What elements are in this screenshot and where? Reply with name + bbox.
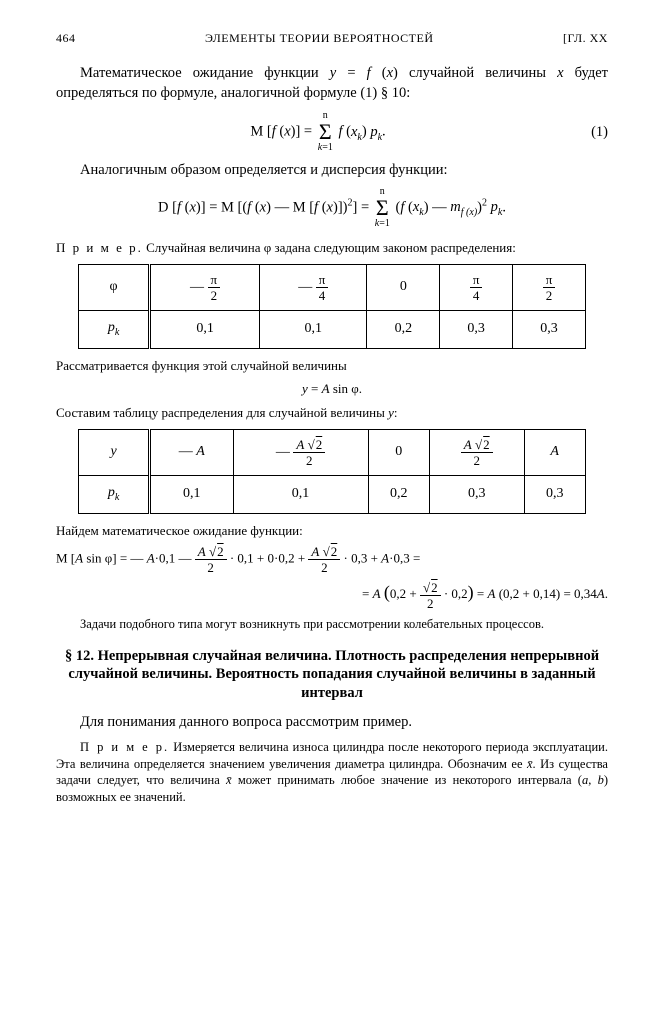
chapter-marker: [ГЛ. XX: [563, 30, 608, 46]
equation-number-1: (1): [580, 123, 608, 143]
equation-4-line2: = A (0,2 + √22 · 0,2) = A (0,2 + 0,14) =…: [56, 580, 608, 610]
paragraph-2: Аналогичным образом определяется и диспе…: [56, 161, 608, 181]
paragraph-4: Рассматривается функция этой случайной в…: [56, 357, 608, 375]
equation-1: M [f (x)] = nΣk=1 f (xk) pk. (1): [56, 111, 608, 153]
equation-3: y = A sin φ.: [56, 380, 608, 398]
paragraph-6: Найдем математическое ожидание функции:: [56, 522, 608, 540]
distribution-table-phi: φ — π2 — π4 0 π4 π2 pk 0,1 0,1 0,2 0,3 0…: [78, 264, 586, 348]
section-12-title: § 12. Непрерывная случайная величина. Пл…: [56, 647, 608, 704]
distribution-table-y: y — A — A √22 0 A √22 A pk 0,1 0,1 0,2 0…: [78, 429, 586, 513]
running-title: ЭЛЕМЕНТЫ ТЕОРИИ ВЕРОЯТНОСТЕЙ: [205, 30, 434, 46]
paragraph-5: Составим таблицу распределения для случа…: [56, 404, 608, 422]
paragraph-1: Математическое ожидание функции y = f (x…: [56, 64, 608, 103]
example-2: П р и м е р. Измеряется величина износа …: [56, 739, 608, 807]
paragraph-8: Для понимания данного вопроса рассмотрим…: [56, 713, 608, 733]
paragraph-7: Задачи подобного типа могут возникнуть п…: [56, 616, 608, 633]
page-number: 464: [56, 30, 76, 46]
equation-2: D [f (x)] = M [(f (x) — M [f (x)])2] = n…: [56, 187, 608, 229]
equation-4-line1: M [A sin φ] = — A·0,1 — A √22 · 0,1 + 0·…: [56, 545, 608, 574]
example-1-intro: П р и м е р. Случайная величина φ задана…: [56, 239, 608, 257]
